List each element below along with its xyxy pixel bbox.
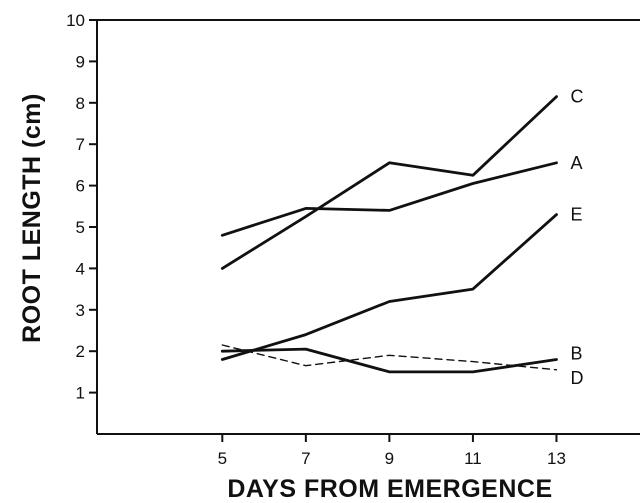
series-lines	[220, 95, 558, 374]
y-tick-label: 10	[66, 11, 85, 30]
series-label-b: B	[570, 343, 582, 363]
y-tick-label: 5	[76, 218, 85, 237]
y-tick-label: 3	[76, 301, 85, 320]
series-labels: C A E BD	[570, 87, 583, 388]
ticks: 1 2 3 4 5 6 7 8 9 10 5 7 9 11 13	[66, 11, 566, 468]
series-label-d: D	[570, 368, 583, 388]
x-tick-label: 13	[547, 449, 566, 468]
y-tick-label: 2	[76, 342, 85, 361]
y-tick-label: 9	[76, 52, 85, 71]
y-tick-label: 6	[76, 177, 85, 196]
y-tick-label: 4	[76, 259, 85, 278]
series-label-a: A	[570, 153, 582, 173]
x-tick-label: 7	[301, 449, 310, 468]
series-line-b	[220, 347, 558, 374]
axes	[96, 19, 640, 435]
y-tick-label: 1	[76, 384, 85, 403]
x-tick-label: 5	[218, 449, 227, 468]
y-tick-label: 7	[76, 135, 85, 154]
x-tick-label: 9	[385, 449, 394, 468]
x-axis-title: DAYS FROM EMERGENCE	[227, 475, 552, 503]
series-label-c: C	[570, 87, 583, 107]
series-line-a	[220, 161, 558, 237]
series-line-e	[220, 213, 558, 361]
y-axis-title: ROOT LENGTH (cm)	[18, 93, 46, 343]
y-tick-label: 8	[76, 94, 85, 113]
series-label-e: E	[570, 205, 582, 225]
x-tick-label: 11	[464, 449, 482, 468]
series-line-c	[220, 95, 558, 270]
series-line-d	[221, 344, 558, 371]
